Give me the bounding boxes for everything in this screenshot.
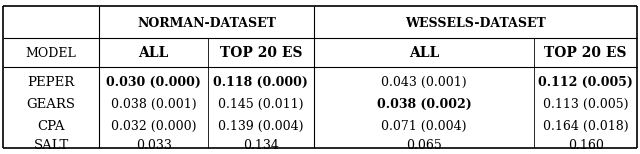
Text: MODEL: MODEL [26,47,77,60]
Text: WESSELS-DATASET: WESSELS-DATASET [405,17,545,30]
Text: PEPER: PEPER [28,76,75,89]
Text: 0.113 (0.005): 0.113 (0.005) [543,98,628,111]
Text: 0.030 (0.000): 0.030 (0.000) [106,76,201,89]
Text: SALT: SALT [33,139,69,152]
Text: 0.032 (0.000): 0.032 (0.000) [111,120,196,133]
Text: 0.112 (0.005): 0.112 (0.005) [538,76,633,89]
Text: 0.043 (0.001): 0.043 (0.001) [381,76,467,89]
Text: 0.038 (0.002): 0.038 (0.002) [376,98,472,111]
Text: 0.118 (0.000): 0.118 (0.000) [213,76,308,89]
Text: 0.038 (0.001): 0.038 (0.001) [111,98,196,111]
Text: 0.071 (0.004): 0.071 (0.004) [381,120,467,133]
Text: 0.065: 0.065 [406,139,442,152]
Text: 0.164 (0.018): 0.164 (0.018) [543,120,628,133]
Text: TOP 20 ES: TOP 20 ES [220,46,302,60]
Text: 0.134: 0.134 [243,139,279,152]
Text: TOP 20 ES: TOP 20 ES [545,46,627,60]
Text: 0.160: 0.160 [568,139,604,152]
Text: GEARS: GEARS [27,98,76,111]
Text: 0.139 (0.004): 0.139 (0.004) [218,120,303,133]
Text: ALL: ALL [409,46,439,60]
Text: NORMAN-DATASET: NORMAN-DATASET [137,17,276,30]
Text: CPA: CPA [38,120,65,133]
Text: 0.145 (0.011): 0.145 (0.011) [218,98,303,111]
Text: 0.033: 0.033 [136,139,172,152]
Text: ALL: ALL [138,46,169,60]
